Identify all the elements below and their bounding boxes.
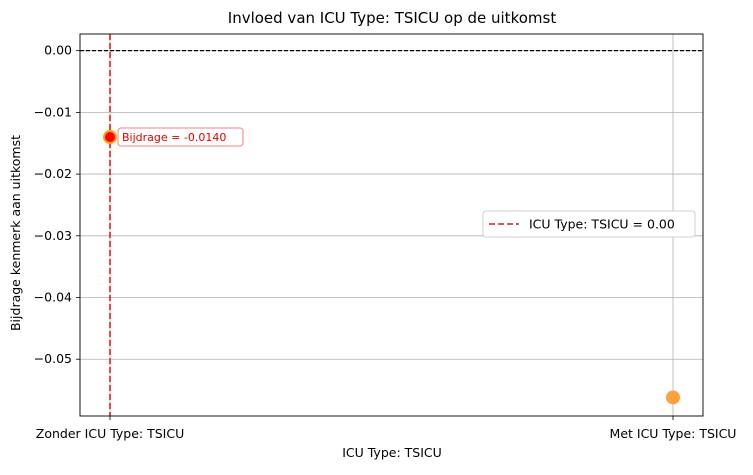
y-tick-label: −0.02 (34, 166, 72, 181)
x-axis-label: ICU Type: TSICU (342, 445, 442, 460)
y-axis-label: Bijdrage kenmerk aan uitkomst (8, 135, 23, 331)
data-point (666, 390, 680, 405)
chart-title: Invloed van ICU Type: TSICU op de uitkom… (228, 9, 557, 27)
x-tick-label: Met ICU Type: TSICU (610, 426, 737, 441)
annotation-box (117, 127, 244, 147)
legend-box (482, 210, 696, 238)
plot-area: 0.00 −0.01 −0.02 −0.03 −0.04 −0.05 Zonder ICU … (34, 33, 737, 441)
legend-label: ICU Type: TSICU = 0.00 (529, 217, 675, 232)
plot-frame (79, 33, 704, 417)
y-tick-label: −0.04 (34, 290, 72, 305)
y-tick-label: −0.03 (34, 228, 72, 243)
y-tick-label: 0.00 (44, 43, 72, 58)
y-tick-label: −0.01 (34, 104, 72, 119)
y-tick-label: −0.05 (34, 351, 72, 366)
data-point (103, 130, 117, 145)
x-tick-label: Zonder ICU Type: TSICU (36, 426, 184, 441)
annotation-text: Bijdrage = -0.0140 (122, 131, 226, 144)
